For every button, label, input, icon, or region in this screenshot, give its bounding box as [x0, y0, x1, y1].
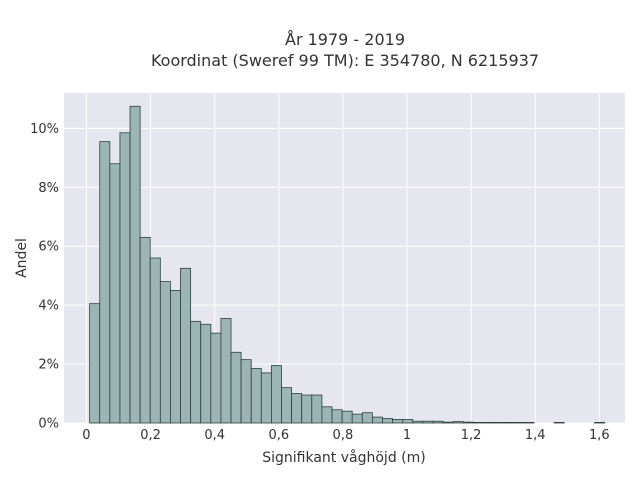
histogram-bar — [402, 419, 414, 424]
histogram-bars — [89, 105, 606, 424]
histogram-bar — [351, 413, 363, 424]
histogram-bar — [240, 359, 252, 424]
histogram-bar — [200, 323, 212, 424]
histogram-bar — [382, 418, 393, 424]
histogram-bar — [220, 318, 232, 424]
chart-title-line1: År 1979 - 2019 — [285, 30, 405, 49]
histogram-bar — [301, 394, 313, 424]
histogram-bar — [109, 163, 121, 424]
histogram-bar — [99, 141, 111, 424]
histogram-bar — [180, 267, 192, 424]
y-tick-label: 10% — [30, 122, 59, 137]
x-tick-label: 1,6 — [589, 428, 610, 443]
histogram-bar — [250, 368, 262, 424]
y-tick-label: 0% — [38, 417, 59, 432]
histogram-bar — [210, 332, 222, 424]
histogram-bar — [271, 365, 282, 424]
histogram-bar — [493, 422, 505, 424]
x-tick-label: 0,8 — [333, 428, 354, 443]
x-tick-label: 1 — [403, 428, 411, 443]
histogram-bar — [472, 422, 484, 424]
x-tick-label: 0,4 — [204, 428, 225, 443]
histogram-bar — [503, 422, 515, 424]
histogram-bar — [291, 393, 303, 424]
histogram-bar — [331, 409, 343, 424]
histogram-bar — [462, 421, 474, 424]
x-axis-ticks: 0 0,2 0,4 0,6 0,8 1 1,2 1,4 1,6 — [82, 428, 609, 443]
histogram-bar — [371, 416, 383, 424]
y-axis-label: Andel — [14, 238, 30, 278]
histogram-bar — [281, 387, 293, 424]
y-tick-label: 6% — [38, 240, 59, 255]
histogram-bar — [321, 406, 333, 424]
histogram-bar — [594, 422, 606, 424]
chart-title-line2: Koordinat (Sweref 99 TM): E 354780, N 62… — [151, 51, 539, 70]
x-tick-label: 0 — [82, 428, 90, 443]
histogram-bar — [119, 132, 131, 424]
histogram-bar — [159, 281, 171, 424]
x-tick-label: 0,2 — [140, 428, 161, 443]
histogram-bar — [260, 372, 272, 424]
y-tick-label: 4% — [38, 299, 59, 314]
x-tick-label: 1,4 — [525, 428, 546, 443]
histogram-bar — [149, 257, 161, 424]
histogram-bar — [170, 290, 181, 424]
histogram-bar — [523, 422, 535, 424]
histogram-bar — [190, 320, 202, 424]
histogram-bar — [392, 419, 404, 424]
x-tick-label: 1,2 — [461, 428, 482, 443]
histogram-bar — [553, 422, 565, 424]
histogram-bar — [230, 351, 242, 424]
histogram-bar — [432, 420, 444, 424]
histogram-bar — [89, 303, 101, 424]
histogram-bar — [412, 420, 424, 424]
histogram-bar — [422, 420, 434, 424]
histogram-bar — [139, 236, 151, 424]
histogram-bar — [341, 410, 353, 424]
histogram-bar — [513, 422, 525, 424]
x-tick-label: 0,6 — [268, 428, 289, 443]
histogram-bar — [452, 421, 464, 424]
histogram-bar — [483, 422, 494, 424]
x-axis-label: Signifikant våghöjd (m) — [262, 449, 425, 466]
histogram-bar — [129, 105, 141, 424]
y-tick-label: 2% — [38, 358, 59, 373]
y-tick-label: 8% — [38, 181, 59, 196]
y-axis-ticks: 0% 2% 4% 6% 8% 10% — [30, 122, 59, 432]
histogram-bar — [361, 412, 373, 424]
histogram-bar — [442, 421, 454, 424]
histogram-bar — [311, 394, 323, 424]
